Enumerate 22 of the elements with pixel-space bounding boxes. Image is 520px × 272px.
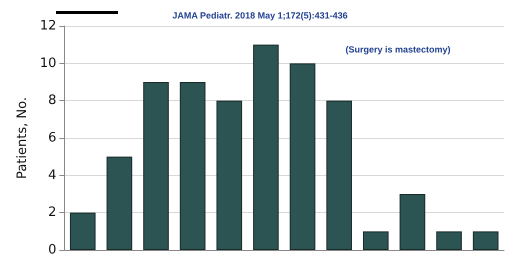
y-tick-label: 2: [48, 205, 56, 220]
y-tick-label: 6: [48, 130, 56, 146]
text: JAMA Pediatr. 2018 May 1;172(5):431-436: [172, 10, 348, 20]
bar: [180, 82, 206, 250]
y-tick-label: 4: [48, 168, 56, 183]
bar: [143, 82, 169, 250]
bar: [253, 44, 279, 250]
y-tick-label: 0: [48, 242, 56, 258]
bar: [106, 156, 132, 250]
y-tick-label: 8: [48, 93, 56, 108]
bar: [70, 212, 96, 250]
annotation: (Surgery is mastectomy): [345, 44, 451, 54]
bar: [436, 231, 462, 250]
bar: [362, 231, 389, 250]
bar: [400, 194, 426, 250]
bar: [326, 100, 352, 250]
bar: [472, 231, 499, 250]
y-tick-label: 12: [40, 18, 56, 34]
y-axis-title: Patients, No.: [15, 97, 30, 179]
y-tick-label: 10: [40, 56, 56, 71]
bar: [216, 100, 242, 250]
bar: [290, 63, 316, 250]
